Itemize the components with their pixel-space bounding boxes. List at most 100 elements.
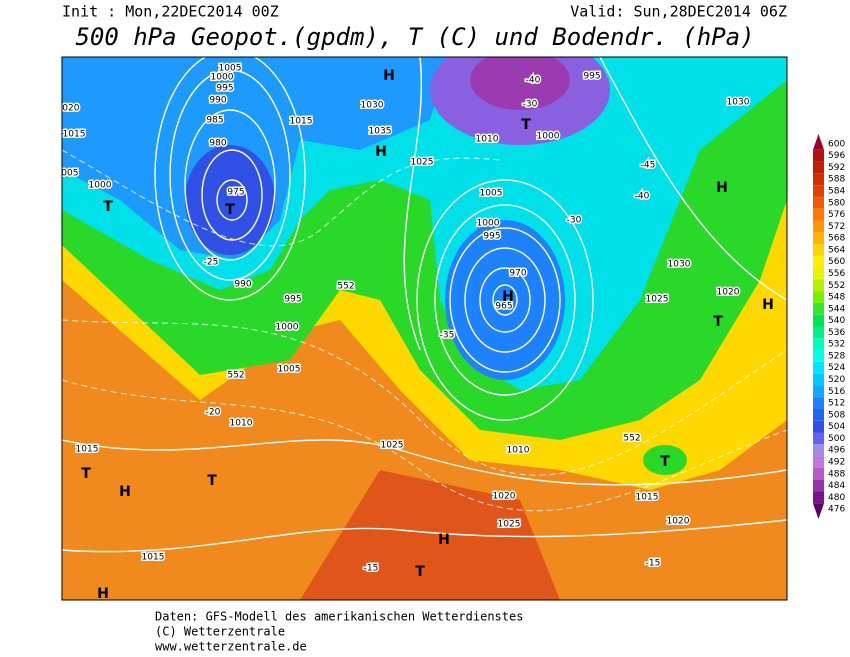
contour-label: 1015 xyxy=(636,493,659,503)
map-title: 500 hPa Geopot.(gpdm), T (C) und Bodendr… xyxy=(75,23,754,51)
colorbar-label: 492 xyxy=(828,457,845,467)
colorbar-label: 512 xyxy=(828,399,845,409)
colorbar-swatch xyxy=(813,491,824,504)
contour-label: 1015 xyxy=(142,553,165,563)
colorbar-swatch xyxy=(813,456,824,468)
colorbar-swatch xyxy=(813,420,824,433)
footer-line: (C) Wetterzentrale xyxy=(155,625,285,639)
colorbar-label: 476 xyxy=(828,505,845,515)
pressure-center: T xyxy=(225,202,235,218)
init-time: Init : Mon,22DEC2014 00Z xyxy=(62,3,279,21)
colorbar-label: 484 xyxy=(828,481,845,491)
contour-label: 1000 xyxy=(477,219,500,229)
colorbar-label: 516 xyxy=(828,387,845,397)
field-purple-core xyxy=(470,57,570,110)
colorbar-label: 576 xyxy=(828,210,845,220)
contour-label: 975 xyxy=(227,188,244,198)
contour-label: 1005 xyxy=(278,365,301,375)
colorbar-swatch xyxy=(813,196,824,209)
footer-line: www.wetterzentrale.de xyxy=(155,640,307,654)
isobars xyxy=(62,57,787,553)
contour-label: -20 xyxy=(206,408,221,418)
field-low-central xyxy=(445,220,565,380)
colorbar-swatch xyxy=(813,385,824,398)
colorbar-swatch xyxy=(813,267,824,280)
contour-label: 970 xyxy=(509,269,526,279)
colorbar-swatch xyxy=(813,350,824,362)
contour-label: -25 xyxy=(204,258,219,268)
contour-label: 552 xyxy=(623,434,640,444)
pressure-center: T xyxy=(660,454,670,470)
pressure-center: H xyxy=(375,144,387,160)
colorbar: 6005965925885845805765725685645605565525… xyxy=(813,134,845,519)
colorbar-swatch xyxy=(813,161,824,174)
field-green-blob xyxy=(643,445,687,475)
pressure-center: H xyxy=(97,586,109,602)
pressure-center: H xyxy=(383,68,395,84)
colorbar-swatch xyxy=(813,173,824,186)
pressure-center: H xyxy=(119,484,131,500)
contour-label: -15 xyxy=(364,564,379,574)
valid-time: Valid: Sun,28DEC2014 06Z xyxy=(570,3,787,21)
colorbar-swatch xyxy=(813,503,824,519)
colorbar-swatch xyxy=(813,314,824,327)
contour-label: 1010 xyxy=(476,135,499,145)
contour-label: 995 xyxy=(284,295,301,305)
colorbar-label: 544 xyxy=(828,304,845,314)
colorbar-label: 560 xyxy=(828,257,845,267)
contour-label: 1030 xyxy=(727,98,750,108)
colorbar-label: 584 xyxy=(828,187,845,197)
contour-label: -35 xyxy=(440,331,455,341)
pressure-center: T xyxy=(521,117,531,133)
contour-label: 995 xyxy=(483,232,500,242)
pressure-center: H xyxy=(438,532,450,548)
contour-label: 552 xyxy=(337,282,354,292)
contour-label: 1025 xyxy=(381,441,404,451)
contour-label: 995 xyxy=(216,84,233,94)
colorbar-label: 580 xyxy=(828,198,845,208)
contour-label: 1000 xyxy=(276,323,299,333)
contour-label: 965 xyxy=(495,302,512,312)
colorbar-label: 528 xyxy=(828,351,845,361)
colorbar-label: 596 xyxy=(828,151,845,161)
colorbar-label: 480 xyxy=(828,493,845,503)
contour-label: 1005 xyxy=(480,189,503,199)
contour-label: 1015 xyxy=(63,130,86,140)
colorbar-swatch xyxy=(813,149,824,162)
pressure-center: H xyxy=(716,180,728,196)
contour-label: 552 xyxy=(227,371,244,381)
colorbar-swatch xyxy=(813,397,824,409)
contour-label: 1020 xyxy=(493,492,516,502)
footer-line: Daten: GFS-Modell des amerikanischen Wet… xyxy=(155,610,523,624)
colorbar-label: 504 xyxy=(828,422,845,432)
colorbar-swatch xyxy=(813,134,824,150)
colorbar-swatch xyxy=(813,302,824,315)
pressure-center: T xyxy=(207,473,217,489)
colorbar-label: 540 xyxy=(828,316,845,326)
contour-label: 990 xyxy=(234,280,251,290)
colorbar-label: 572 xyxy=(828,222,845,232)
pressure-center: T xyxy=(81,466,91,482)
contour-label: 1005 xyxy=(56,169,79,179)
contour-label: -40 xyxy=(635,192,650,202)
colorbar-label: 524 xyxy=(828,363,845,373)
pressure-center: T xyxy=(415,564,425,580)
colorbar-swatch xyxy=(813,373,824,386)
contour-label: 1010 xyxy=(230,419,253,429)
colorbar-label: 552 xyxy=(828,281,845,291)
colorbar-label: 496 xyxy=(828,446,845,456)
contour-label: 1020 xyxy=(717,288,740,298)
contour-label: 990 xyxy=(209,96,226,106)
contour-label: 1025 xyxy=(411,158,434,168)
contour-label: 1015 xyxy=(76,445,99,455)
map-frame xyxy=(61,56,788,601)
contour-label: 1015 xyxy=(290,117,313,127)
colorbar-swatch xyxy=(813,338,824,351)
colorbar-label: 520 xyxy=(828,375,845,385)
colorbar-label: 592 xyxy=(828,163,845,173)
colorbar-label: 564 xyxy=(828,245,845,255)
contour-label: 1020 xyxy=(667,517,690,527)
